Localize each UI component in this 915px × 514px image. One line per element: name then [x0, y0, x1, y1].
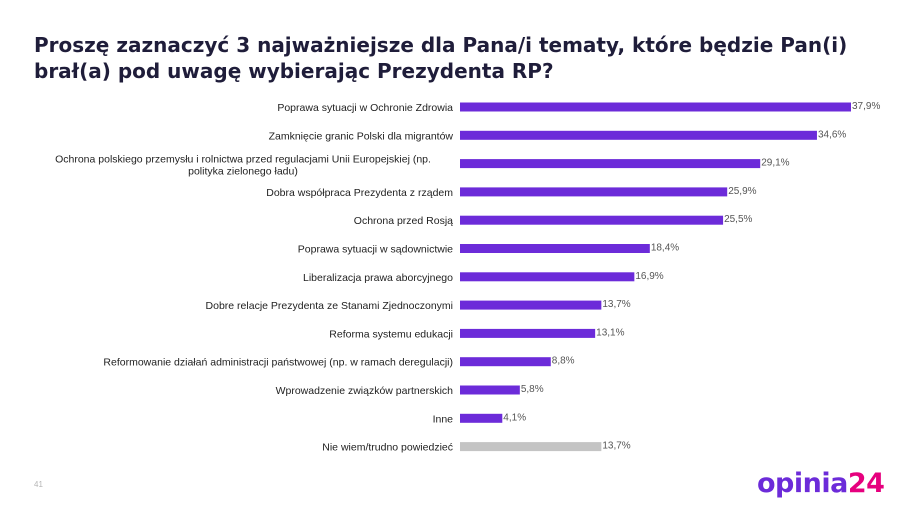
value-label: 29,1%: [761, 158, 789, 169]
category-label: Wprowadzenie związków partnerskich: [276, 385, 454, 397]
bar: [460, 272, 635, 282]
bar: [460, 187, 728, 197]
logo-number: 24: [847, 468, 885, 499]
category-label: Zamknięcie granic Polski dla migrantów: [269, 130, 454, 142]
category-label: Nie wiem/trudno powiedzieć: [322, 442, 453, 454]
value-label: 25,9%: [728, 186, 756, 197]
category-label: Reformowanie działań administracji państ…: [103, 357, 453, 369]
bar: [460, 130, 817, 140]
category-label: Poprawa sytuacji w Ochronie Zdrowia: [277, 102, 453, 114]
bar: [460, 442, 602, 452]
bar: [460, 328, 596, 338]
value-label: 4,1%: [503, 412, 526, 423]
bar: [460, 413, 503, 423]
bars: [460, 102, 851, 452]
category-label: Poprawa sytuacji w sądownictwie: [298, 244, 453, 256]
value-label: 8,8%: [552, 356, 575, 367]
page-number: 41: [34, 480, 43, 489]
category-label: Dobre relacje Prezydenta ze Stanami Zjed…: [206, 300, 453, 312]
value-label: 16,9%: [635, 271, 663, 282]
value-label: 18,4%: [651, 243, 679, 254]
bar: [460, 385, 520, 395]
bar: [460, 215, 724, 225]
bar: [460, 159, 761, 169]
category-label: Ochrona przed Rosją: [354, 215, 453, 227]
chart-title: Proszę zaznaczyć 3 najważniejsze dla Pan…: [34, 33, 848, 83]
bar: [460, 102, 851, 112]
category-labels: Poprawa sytuacji w Ochronie Zdrowia Zamkn…: [55, 102, 453, 454]
category-label: Dobra współpraca Prezydenta z rządem: [266, 187, 453, 199]
value-label: 5,8%: [521, 384, 544, 395]
category-label: Liberalizacja prawa aborcyjnego: [303, 272, 453, 284]
value-label: 34,6%: [818, 129, 846, 140]
category-label: Inne: [433, 413, 454, 425]
category-label: Reforma systemu edukacji: [329, 328, 453, 340]
value-label: 25,5%: [724, 214, 752, 225]
category-label: Ochrona polskiego przemysłu i rolnictwa …: [55, 154, 431, 178]
value-label: 13,1%: [596, 327, 624, 338]
value-label: 13,7%: [602, 299, 630, 310]
bar: [460, 244, 650, 253]
opinia24-logo: opinia24: [757, 468, 885, 499]
value-labels: 37,9% 34,6% 29,1% 25,9% 25,5% 18,4% 16,9% 13,7%…: [503, 101, 880, 452]
bar: [460, 357, 551, 367]
logo-word: opinia: [757, 468, 848, 499]
value-label: 37,9%: [852, 101, 880, 112]
value-label: 13,7%: [602, 441, 630, 452]
bar: [460, 300, 602, 310]
